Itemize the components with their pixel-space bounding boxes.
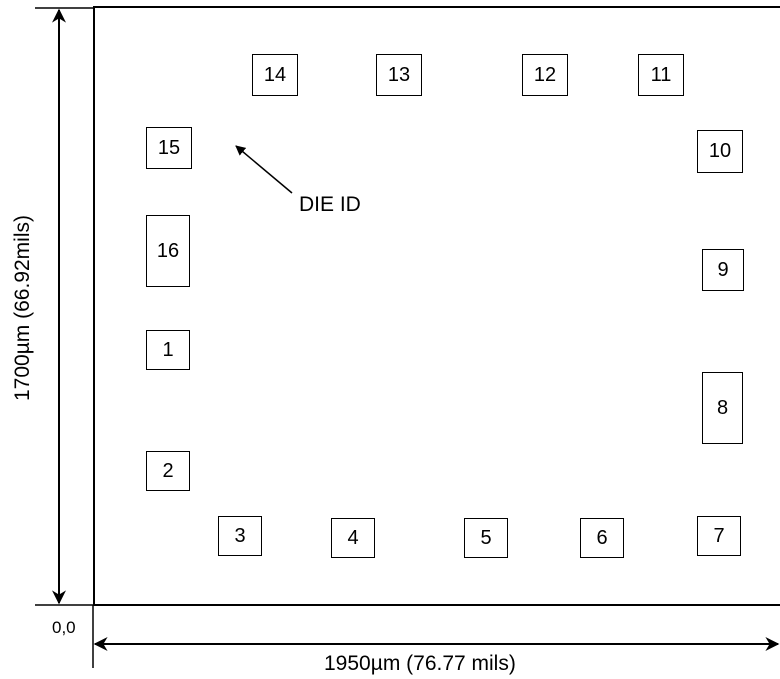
- bond-pad-10: 10: [697, 130, 743, 173]
- width-dimension-label: 1950µm (76.77 mils): [324, 652, 516, 675]
- bond-pad-5: 5: [464, 518, 508, 558]
- bond-pad-15: 15: [146, 127, 192, 169]
- die-id-label: DIE ID: [299, 193, 361, 216]
- die-id-pointer-arrow: [235, 145, 293, 194]
- bond-pad-11: 11: [638, 54, 684, 96]
- die-outline: [93, 6, 780, 606]
- height-dimension-label: 1700µm (66.92mils): [11, 214, 34, 402]
- bond-pad-7: 7: [697, 516, 741, 556]
- origin-label: 0,0: [52, 618, 76, 637]
- bond-pad-6: 6: [580, 518, 624, 558]
- bond-pad-3: 3: [218, 516, 262, 556]
- bond-pad-9: 9: [702, 249, 744, 291]
- bond-pad-2: 2: [146, 451, 190, 491]
- bond-pad-12: 12: [522, 54, 568, 96]
- bond-pad-1: 1: [146, 330, 190, 370]
- bond-pad-4: 4: [331, 518, 375, 558]
- bond-pad-14: 14: [252, 54, 298, 96]
- bond-pad-16: 16: [146, 215, 190, 287]
- bond-pad-8: 8: [702, 372, 743, 444]
- bond-pad-13: 13: [376, 54, 422, 96]
